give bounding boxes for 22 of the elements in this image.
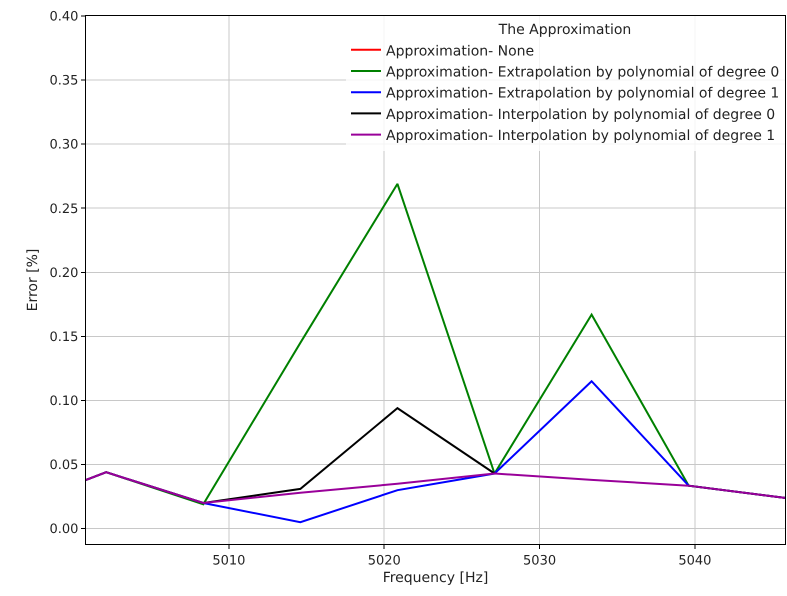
y-tick-label: 0.15: [49, 330, 78, 345]
legend-label: Approximation- None: [386, 43, 534, 60]
x-tick-label: 5010: [212, 554, 246, 569]
y-axis-title: Error [%]: [25, 248, 42, 312]
y-tick-label: 0.35: [49, 74, 78, 89]
y-tick-label: 0.20: [49, 266, 78, 281]
legend-label: Approximation- Interpolation by polynomial of degree 0: [386, 106, 776, 123]
x-tick-label: 5030: [523, 554, 556, 569]
y-tick-label: 0.00: [49, 522, 78, 538]
legend-label: Approximation- Extrapolation by polynomial of degree 1: [386, 86, 780, 102]
y-tick-label: 0.10: [49, 394, 78, 410]
x-tick-label: 5020: [368, 554, 401, 569]
y-tick-label: 0.25: [49, 202, 78, 217]
y-tick-label: 0.05: [49, 458, 78, 474]
x-tick-label: 5040: [678, 554, 712, 569]
line-series: [86, 471, 785, 504]
x-axis-title: Frequency [Hz]: [382, 570, 488, 586]
y-tick-label: 0.30: [49, 138, 78, 153]
legend-label: Approximation- Interpolation by polynomial of degree 1: [386, 128, 776, 144]
legend-title: The Approximation: [498, 22, 632, 38]
y-tick-label: 0.40: [49, 10, 78, 25]
legend-label: Approximation- Extrapolation by polynomial of degree 0: [386, 64, 780, 80]
